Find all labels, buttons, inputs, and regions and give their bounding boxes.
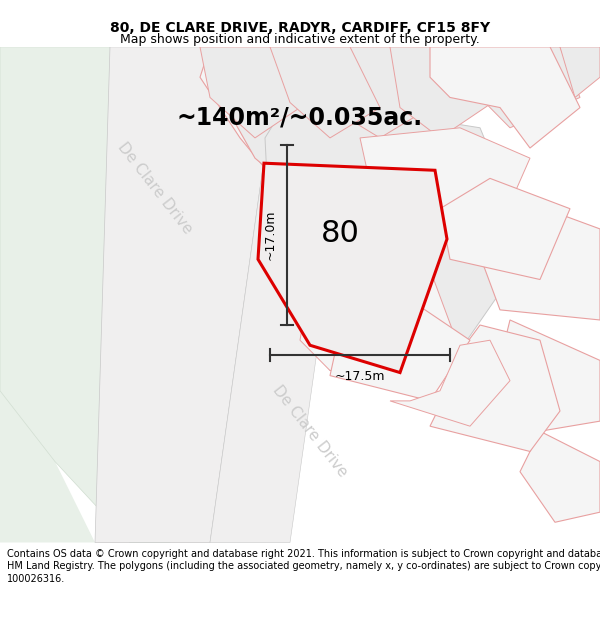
Polygon shape [390,47,500,138]
Polygon shape [270,47,380,138]
Text: HM Land Registry. The polygons (including the associated geometry, namely x, y c: HM Land Registry. The polygons (includin… [7,561,600,571]
Polygon shape [258,163,447,372]
Polygon shape [300,269,460,371]
Polygon shape [480,47,580,128]
Polygon shape [0,47,170,542]
Polygon shape [265,98,530,371]
Polygon shape [495,320,600,431]
Polygon shape [430,47,580,148]
Polygon shape [210,47,360,542]
Text: ~17.5m: ~17.5m [335,369,385,382]
Polygon shape [360,127,530,249]
Polygon shape [330,300,470,401]
Polygon shape [390,340,510,426]
Polygon shape [305,47,430,138]
Polygon shape [440,178,570,279]
Polygon shape [215,47,370,209]
Text: Map shows position and indicative extent of the property.: Map shows position and indicative extent… [120,33,480,46]
Text: De Clare Drive: De Clare Drive [270,382,350,480]
Polygon shape [470,189,600,320]
Polygon shape [200,47,350,199]
Polygon shape [200,47,300,138]
Text: Contains OS data © Crown copyright and database right 2021. This information is : Contains OS data © Crown copyright and d… [7,549,600,559]
Text: 80: 80 [320,219,359,249]
Polygon shape [0,47,95,542]
Text: 100026316.: 100026316. [7,574,65,584]
Polygon shape [520,431,600,522]
Text: ~17.0m: ~17.0m [264,210,277,260]
Text: 80, DE CLARE DRIVE, RADYR, CARDIFF, CF15 8FY: 80, DE CLARE DRIVE, RADYR, CARDIFF, CF15… [110,21,490,35]
Text: De Clare Drive: De Clare Drive [115,140,195,237]
Polygon shape [560,47,600,98]
Text: ~140m²/~0.035ac.: ~140m²/~0.035ac. [177,106,423,129]
Polygon shape [430,325,560,451]
Polygon shape [95,47,280,542]
